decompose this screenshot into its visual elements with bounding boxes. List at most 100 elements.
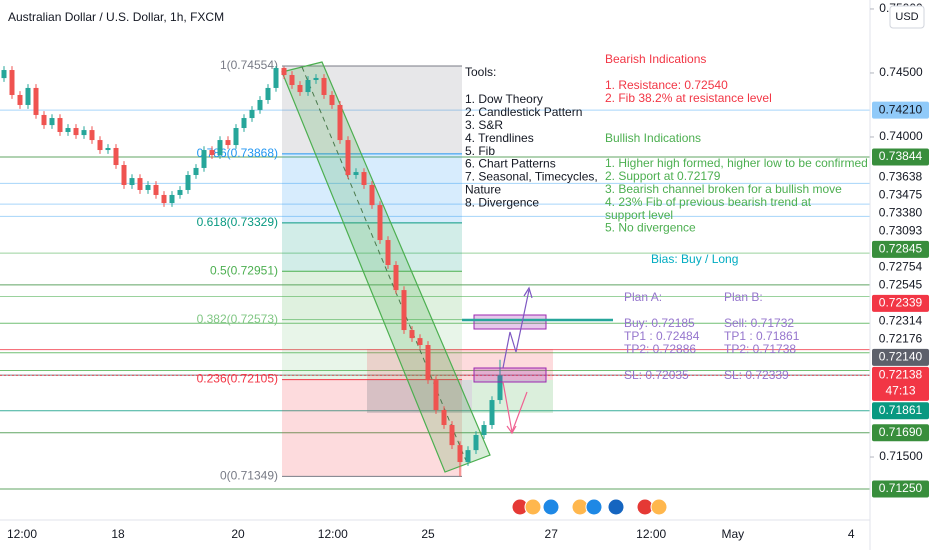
price-label: 0.72140 bbox=[879, 350, 923, 364]
fib-label: 0(0.71349) bbox=[220, 469, 278, 483]
entry-box bbox=[473, 367, 547, 383]
position-loss-zone bbox=[367, 349, 553, 380]
price-label: 0.73844 bbox=[879, 149, 923, 163]
price-label-box bbox=[872, 168, 929, 186]
candle-body bbox=[321, 77, 327, 95]
candle-body bbox=[481, 425, 487, 435]
candle-body bbox=[313, 77, 319, 81]
candle-body bbox=[473, 434, 479, 451]
price-label: 0.71861 bbox=[879, 403, 923, 417]
fib-label: 0.618(0.73329) bbox=[197, 215, 278, 229]
candle-body bbox=[57, 118, 63, 132]
annotation-text: 4. 23% Fib of previous bearish trend at bbox=[605, 195, 812, 209]
candle-body bbox=[377, 205, 383, 241]
price-label: 0.72754 bbox=[879, 260, 923, 274]
price-label-box bbox=[872, 222, 929, 240]
price-label-box bbox=[872, 312, 929, 330]
candle-body bbox=[129, 178, 135, 185]
axes: 0.750000.745000.740000.715000.742100.738… bbox=[7, 1, 929, 541]
price-label-box bbox=[872, 240, 929, 258]
fib-label: 1(0.74554) bbox=[220, 58, 278, 72]
event-icon bbox=[542, 498, 560, 516]
candle-body bbox=[329, 94, 335, 105]
candle-body bbox=[353, 172, 359, 175]
annotation-text: Bias: Buy / Long bbox=[651, 252, 738, 266]
candle-body bbox=[81, 130, 87, 136]
candle-body bbox=[201, 150, 207, 168]
annotation-text: support level bbox=[605, 208, 673, 222]
candle-body bbox=[33, 87, 39, 115]
annotation-text: 1. Dow Theory bbox=[465, 92, 543, 106]
fib-zone bbox=[282, 66, 462, 154]
price-label-box bbox=[872, 148, 929, 166]
candle-body bbox=[241, 118, 247, 129]
x-tick-label: 12:00 bbox=[636, 527, 666, 541]
price-label: 0.72545 bbox=[879, 278, 923, 292]
candle-body bbox=[89, 130, 95, 141]
candle-body bbox=[433, 380, 439, 411]
candle-body bbox=[289, 75, 295, 86]
y-tick-label: 0.71500 bbox=[879, 449, 923, 463]
fib-label: 0.382(0.72573) bbox=[197, 312, 278, 326]
candle-body bbox=[209, 150, 215, 156]
price-label-box bbox=[872, 294, 929, 312]
candle-body bbox=[225, 140, 231, 146]
annotation-text: Plan B: bbox=[724, 290, 763, 304]
price-label-box bbox=[872, 330, 929, 348]
candle-body bbox=[257, 99, 263, 110]
price-label: 0.72339 bbox=[879, 296, 923, 310]
candle-body bbox=[153, 184, 159, 195]
candle-body bbox=[249, 109, 255, 119]
price-label-box bbox=[872, 186, 929, 204]
fib-zone bbox=[282, 379, 462, 477]
annotation-text: SL: 0.72035 bbox=[624, 368, 689, 382]
arrow-head bbox=[523, 286, 533, 299]
event-icons bbox=[511, 498, 668, 516]
price-label-box bbox=[872, 276, 929, 294]
candle-body bbox=[49, 118, 55, 126]
candle-body bbox=[1, 70, 7, 79]
price-label-box bbox=[872, 101, 929, 119]
event-icon bbox=[585, 498, 603, 516]
price-label: 0.72138 bbox=[879, 368, 923, 382]
annotation-text: 6. Chart Patterns bbox=[465, 157, 556, 171]
fib-zone bbox=[282, 319, 462, 380]
price-label: 0.73475 bbox=[879, 188, 923, 202]
candle-body bbox=[417, 338, 423, 346]
candle-body bbox=[137, 178, 143, 190]
chart-title: Australian Dollar / U.S. Dollar, 1h, FXC… bbox=[8, 10, 224, 24]
price-label: 0.71250 bbox=[879, 481, 923, 495]
annotation-text: 7. Seasonal, Timecycles, bbox=[465, 170, 598, 184]
candle-body bbox=[489, 400, 495, 426]
price-label: 0.73380 bbox=[879, 206, 923, 220]
candle-body bbox=[457, 445, 463, 463]
annotation-text: Tools: bbox=[465, 65, 496, 79]
fib-zone bbox=[282, 271, 462, 320]
candle-body bbox=[161, 194, 167, 204]
fib-label: 0.786(0.73868) bbox=[197, 146, 278, 160]
candle-body bbox=[393, 264, 399, 291]
price-label-box bbox=[872, 366, 929, 401]
candle-body bbox=[177, 189, 183, 195]
candle-body bbox=[425, 345, 431, 381]
target-box bbox=[473, 314, 547, 330]
candle-body bbox=[337, 104, 343, 141]
candle-body bbox=[465, 450, 471, 463]
price-label: 0.73093 bbox=[879, 224, 923, 238]
price-label: 0.73638 bbox=[879, 170, 923, 184]
annotation-text: TP2: 0.71738 bbox=[724, 342, 796, 356]
candle-body bbox=[145, 184, 151, 190]
price-label: 0.74210 bbox=[879, 102, 923, 116]
candle-body bbox=[73, 128, 79, 136]
price-label-box bbox=[872, 424, 929, 442]
price-label-box bbox=[872, 348, 929, 366]
currency-badge[interactable] bbox=[889, 5, 925, 29]
annotation-text: 4. Trendlines bbox=[465, 131, 534, 145]
candle-body bbox=[265, 87, 271, 100]
candle-body bbox=[17, 94, 23, 105]
annotation-text: SL: 0.72339 bbox=[724, 368, 789, 382]
candle-body bbox=[305, 80, 311, 93]
